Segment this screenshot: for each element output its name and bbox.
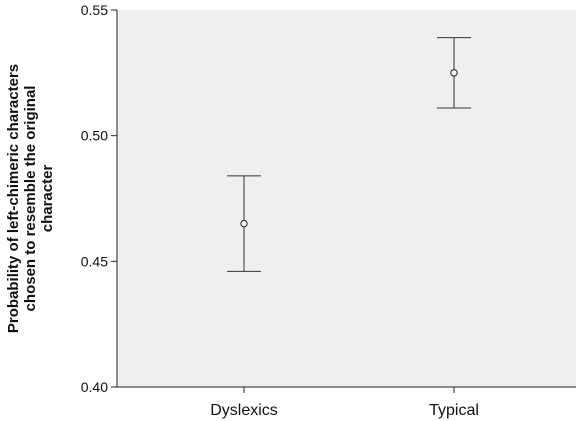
y-tick-label: 0.50 (81, 128, 108, 144)
y-axis-title-line: Probability of left-chimeric characters (5, 64, 22, 333)
error-bar-dyslexics (227, 175, 261, 272)
y-axis-title: Probability of left-chimeric characters c… (5, 64, 56, 333)
error-bar-typical (437, 37, 471, 109)
y-tick-label: 0.40 (81, 379, 108, 395)
y-tick-label: 0.55 (81, 2, 108, 18)
x-category-label: Typical (429, 402, 479, 419)
y-tick-label: 0.45 (81, 253, 108, 269)
y-axis-title-line: character (39, 165, 56, 233)
x-category-label: Dyslexics (210, 402, 278, 419)
mean-marker (450, 69, 458, 77)
plot-area (117, 10, 576, 387)
y-axis-title-line: chosen to resemble the original (22, 86, 39, 312)
mean-marker (240, 219, 248, 228)
